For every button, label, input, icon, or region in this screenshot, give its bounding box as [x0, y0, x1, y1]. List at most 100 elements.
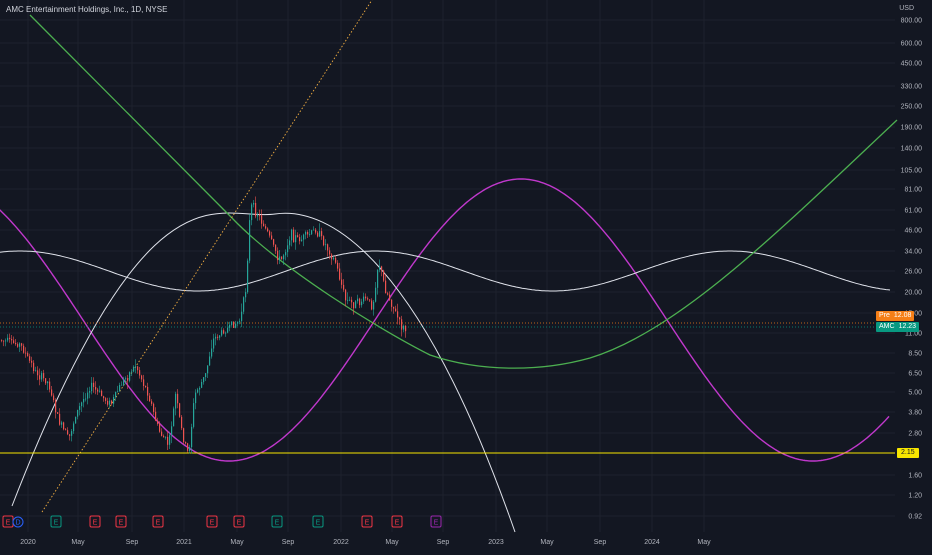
time-tick-label: Sep — [594, 539, 607, 546]
magenta-cycle-line — [0, 178, 890, 462]
candle-body — [319, 231, 321, 237]
candle-body — [125, 378, 127, 380]
candle-body — [399, 317, 401, 320]
event-marker-letter: E — [210, 520, 215, 527]
candle-body — [33, 362, 35, 371]
earnings-event-marker[interactable]: E — [50, 515, 62, 528]
candle-body — [89, 391, 91, 393]
candle-body — [67, 430, 69, 435]
candle-body — [359, 298, 361, 306]
candle-body — [295, 235, 297, 243]
candle-body — [271, 235, 273, 240]
time-tick-label: Sep — [126, 539, 139, 546]
candle-body — [331, 254, 333, 260]
candle-body — [221, 330, 223, 336]
earnings-event-marker[interactable]: E — [2, 515, 14, 528]
candle-body — [257, 215, 259, 217]
candle-body — [303, 234, 305, 240]
candle-body — [79, 406, 81, 410]
candle-body — [263, 223, 265, 227]
candle-body — [381, 266, 383, 271]
price-tick-label: 26.00 — [904, 269, 922, 276]
candle-body — [189, 447, 191, 451]
candle-body — [357, 298, 359, 302]
candle-body — [83, 399, 85, 403]
candle-body — [181, 416, 183, 429]
candle-body — [17, 344, 19, 347]
candle-body — [69, 434, 71, 436]
earnings-event-marker[interactable]: E — [361, 515, 373, 528]
earnings-marker-icon — [391, 515, 403, 528]
earnings-event-marker[interactable]: E — [312, 515, 324, 528]
candle-body — [19, 343, 21, 347]
earnings-event-marker[interactable]: E — [430, 515, 442, 528]
candle-body — [123, 379, 125, 385]
candle-body — [71, 431, 73, 436]
currency-label: USD — [899, 5, 914, 12]
price-tick-label: 3.80 — [908, 410, 922, 417]
candle-body — [51, 389, 53, 396]
premarket-value: 12.08 — [893, 312, 912, 319]
candle-body — [385, 280, 387, 294]
price-tick-label: 800.00 — [901, 18, 923, 25]
earnings-event-marker[interactable]: E — [391, 515, 403, 528]
earnings-event-marker[interactable]: D — [12, 516, 24, 528]
earnings-event-marker[interactable]: E — [233, 515, 245, 528]
candle-body — [5, 340, 7, 342]
candle-body — [349, 299, 351, 301]
candle-body — [3, 340, 5, 342]
candle-body — [21, 343, 23, 346]
candle-body — [241, 311, 243, 321]
earnings-event-marker[interactable]: E — [115, 515, 127, 528]
earnings-event-marker[interactable]: E — [152, 515, 164, 528]
candle-body — [31, 360, 33, 363]
candle-body — [25, 352, 27, 354]
candle-body — [329, 250, 331, 255]
candle-body — [139, 370, 141, 376]
candle-body — [121, 384, 123, 386]
candle-body — [205, 373, 207, 377]
candle-body — [201, 382, 203, 388]
time-tick-label: 2022 — [333, 539, 349, 546]
candle-body — [59, 413, 61, 425]
earnings-event-marker[interactable]: E — [89, 515, 101, 528]
earnings-marker-icon — [430, 515, 442, 528]
candle-body — [9, 337, 11, 339]
candle-body — [291, 229, 293, 241]
candle-body — [223, 330, 225, 334]
candle-body — [261, 215, 263, 224]
candle-body — [249, 220, 251, 261]
white-sine-wave — [0, 250, 891, 292]
candle-body — [377, 269, 379, 288]
candle-body — [163, 435, 165, 438]
candle-body — [85, 398, 87, 400]
candle-body — [387, 293, 389, 295]
candle-body — [401, 319, 403, 330]
candle-body — [237, 321, 239, 324]
earnings-event-marker[interactable]: E — [271, 515, 283, 528]
time-tick-label: May — [230, 539, 244, 546]
candle-body — [187, 443, 189, 451]
candle-body — [135, 366, 137, 368]
candle-body — [161, 431, 163, 436]
candle-body — [217, 336, 219, 338]
candle-body — [157, 420, 159, 424]
candle-body — [41, 373, 43, 380]
candle-body — [7, 337, 9, 341]
earnings-event-marker[interactable]: E — [206, 515, 218, 528]
drawings-layer — [0, 0, 898, 533]
price-tick-label: 2.80 — [908, 431, 922, 438]
candle-body — [267, 228, 269, 232]
support-line-price-tag: 2.15 — [897, 448, 919, 458]
time-tick-label: May — [540, 539, 554, 546]
candle-body — [225, 332, 227, 334]
symbol-title[interactable]: AMC Entertainment Holdings, Inc., 1D, NY… — [6, 5, 168, 14]
candle-body — [253, 203, 255, 205]
candle-body — [165, 436, 167, 438]
candle-body — [29, 356, 31, 361]
candles-layer — [1, 196, 407, 454]
candle-body — [389, 294, 391, 300]
price-tick-label: 450.00 — [901, 61, 923, 68]
